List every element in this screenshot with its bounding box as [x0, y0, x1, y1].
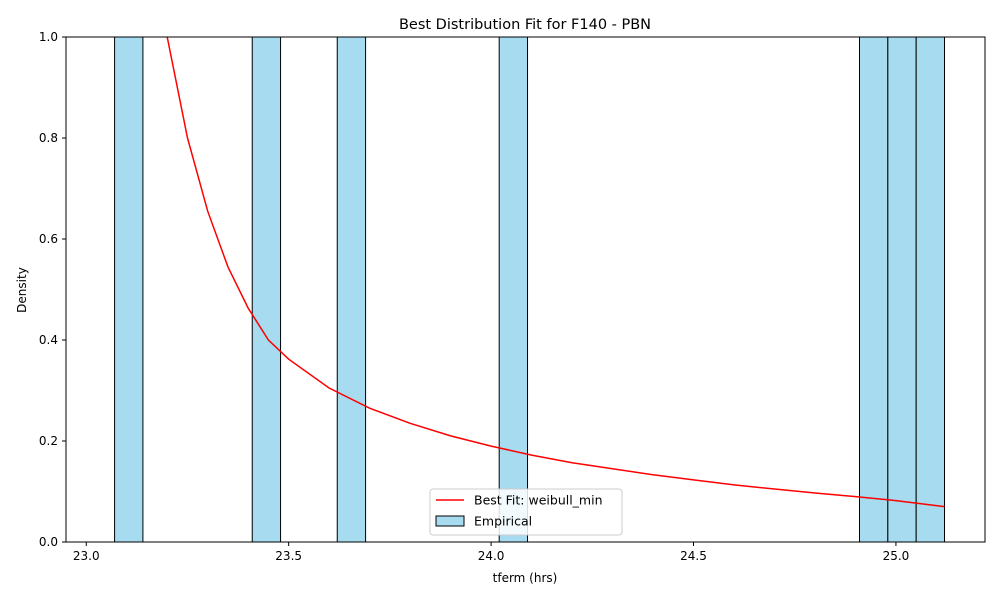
y-tick-label: 0.0 [39, 535, 58, 549]
histogram-bar-2 [251, 37, 282, 542]
histogram-bars [114, 37, 946, 542]
histogram-bar-1 [114, 37, 144, 542]
histogram-bar-4 [498, 37, 529, 542]
y-tick-label: 0.8 [39, 131, 58, 145]
legend-box [429, 488, 623, 536]
histogram-bar-7 [915, 37, 946, 542]
x-tick-label: 23.5 [275, 549, 302, 563]
x-tick-label: 24.0 [478, 549, 505, 563]
axes [65, 36, 986, 543]
plot-frame [65, 36, 986, 543]
x-ticks: 23.0 23.5 24.0 24.5 25.0 [73, 542, 909, 563]
legend-empirical-swatch [435, 515, 465, 527]
y-axis-label: Density [15, 267, 29, 313]
x-tick-label: 24.5 [680, 549, 707, 563]
fit-line-group [166, 37, 945, 508]
y-tick-label: 1.0 [39, 30, 58, 44]
legend-fit-label: Best Fit: weibull_min [474, 493, 603, 508]
y-tick-label: 0.2 [39, 434, 58, 448]
legend: Best Fit: weibull_min Empirical [429, 488, 623, 536]
fit-line [166, 37, 945, 508]
y-ticks: 0.0 0.2 0.4 0.6 0.8 1.0 [39, 30, 66, 549]
chart-title: Best Distribution Fit for F140 - PBN [399, 17, 651, 33]
x-tick-label: 25.0 [883, 549, 910, 563]
x-tick-label: 23.0 [73, 549, 100, 563]
x-axis-label: tferm (hrs) [493, 571, 558, 585]
histogram-bar-5 [858, 37, 889, 542]
histogram-bar-3 [336, 37, 367, 542]
legend-empirical-label: Empirical [474, 514, 532, 529]
y-tick-label: 0.4 [39, 333, 58, 347]
histogram-bar-6 [887, 37, 917, 542]
y-tick-label: 0.6 [39, 232, 58, 246]
